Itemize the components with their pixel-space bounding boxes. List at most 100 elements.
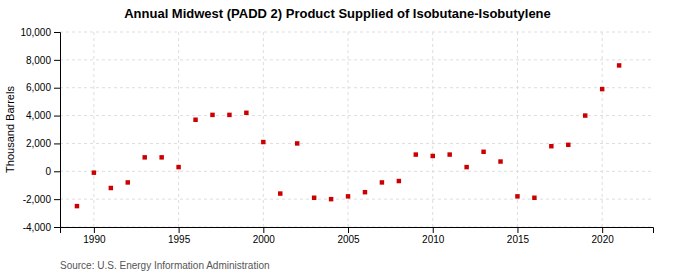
tick-label: 1990 [83, 234, 106, 245]
point [498, 159, 502, 163]
tick-label: 1995 [168, 234, 191, 245]
plot-area: 1990 1995 2000 2005 2010 2015 2020 -4,000 -2,000… [20, 27, 653, 245]
point [566, 143, 570, 147]
point [126, 180, 130, 184]
tick-label: 2,000 [26, 138, 51, 149]
grid-line-y [60, 115, 653, 116]
axis-line [54, 33, 61, 228]
tick-mark [517, 227, 518, 233]
y-axis-label: Thousand Barrels [4, 86, 16, 173]
tick-label: -2,000 [23, 194, 52, 205]
grid-line-x [263, 32, 264, 227]
tick: 6,000 [26, 82, 60, 93]
tick: 2005 [337, 227, 360, 245]
points [75, 63, 622, 208]
grid-line-x [178, 32, 179, 227]
grid-line-x [432, 32, 433, 227]
tick: 1995 [168, 227, 191, 245]
point [397, 179, 401, 183]
tick-mark [179, 227, 180, 233]
grid-line-y [60, 32, 653, 33]
grid-line-y [60, 143, 653, 144]
tick-mark [263, 227, 264, 233]
tick-mark [54, 227, 60, 228]
point [109, 186, 113, 190]
axis-line [61, 228, 654, 234]
point [329, 197, 333, 201]
source-note: Source: U.S. Energy Information Administ… [60, 260, 270, 271]
chart: 1990 1995 2000 2005 2010 2015 2020 -4,000 -2,000… [0, 0, 675, 275]
point [92, 170, 96, 174]
point [312, 196, 316, 200]
tick-label: 8,000 [26, 55, 51, 66]
tick-label: 10,000 [20, 27, 51, 38]
tick: 1990 [83, 227, 106, 245]
y-axis: -4,000 -2,000 0 2,000 4,000 6,000 8,000 10,000 [20, 27, 60, 233]
tick: 10,000 [20, 27, 60, 38]
grid-line-y [60, 199, 653, 200]
tick-label: 2020 [592, 234, 615, 245]
tick: 2010 [422, 227, 445, 245]
point [244, 111, 248, 115]
tick-label: 4,000 [26, 110, 51, 121]
tick-mark [348, 227, 349, 233]
point [549, 144, 553, 148]
tick: -2,000 [23, 194, 60, 205]
point [159, 155, 163, 159]
point [227, 113, 231, 117]
point [193, 118, 197, 122]
point [532, 196, 536, 200]
point [75, 204, 79, 208]
tick-label: 2000 [253, 234, 276, 245]
point [380, 180, 384, 184]
tick-mark [54, 88, 60, 89]
tick-mark [433, 227, 434, 233]
tick-mark [54, 143, 60, 144]
point [261, 140, 265, 144]
point [600, 87, 604, 91]
point [447, 152, 451, 156]
tick-mark [94, 227, 95, 233]
point [210, 113, 214, 117]
tick: -4,000 [23, 222, 60, 233]
tick-label: 2015 [507, 234, 530, 245]
point [515, 194, 519, 198]
tick-label: 0 [45, 166, 51, 177]
grid-line-y [60, 87, 653, 88]
tick-mark [54, 199, 60, 200]
grid [60, 32, 653, 227]
point [363, 190, 367, 194]
tick-mark [54, 171, 60, 172]
tick-label: 6,000 [26, 82, 51, 93]
tick-mark [54, 60, 60, 61]
tick-label: 2010 [422, 234, 445, 245]
grid-line-y [60, 171, 653, 172]
grid-line-x [93, 32, 94, 227]
point [583, 113, 587, 117]
tick: 2,000 [26, 138, 60, 149]
tick-mark [54, 32, 60, 33]
point [464, 165, 468, 169]
tick: 2000 [253, 227, 276, 245]
tick-mark [54, 116, 60, 117]
point [414, 152, 418, 156]
point [346, 194, 350, 198]
tick: 0 [45, 166, 60, 177]
grid-line-y [60, 59, 653, 60]
tick-mark [602, 227, 603, 233]
tick-label: -4,000 [23, 222, 52, 233]
point [431, 154, 435, 158]
tick: 8,000 [26, 55, 60, 66]
tick: 4,000 [26, 110, 60, 121]
tick: 2020 [592, 227, 615, 245]
point [481, 150, 485, 154]
point [295, 141, 299, 145]
point [142, 155, 146, 159]
point [617, 63, 621, 67]
point [278, 191, 282, 195]
title: Annual Midwest (PADD 2) Product Supplied… [124, 6, 551, 21]
tick: 2015 [507, 227, 530, 245]
point [176, 165, 180, 169]
grid-line-x [602, 32, 603, 227]
x-axis: 1990 1995 2000 2005 2010 2015 2020 [61, 227, 654, 245]
